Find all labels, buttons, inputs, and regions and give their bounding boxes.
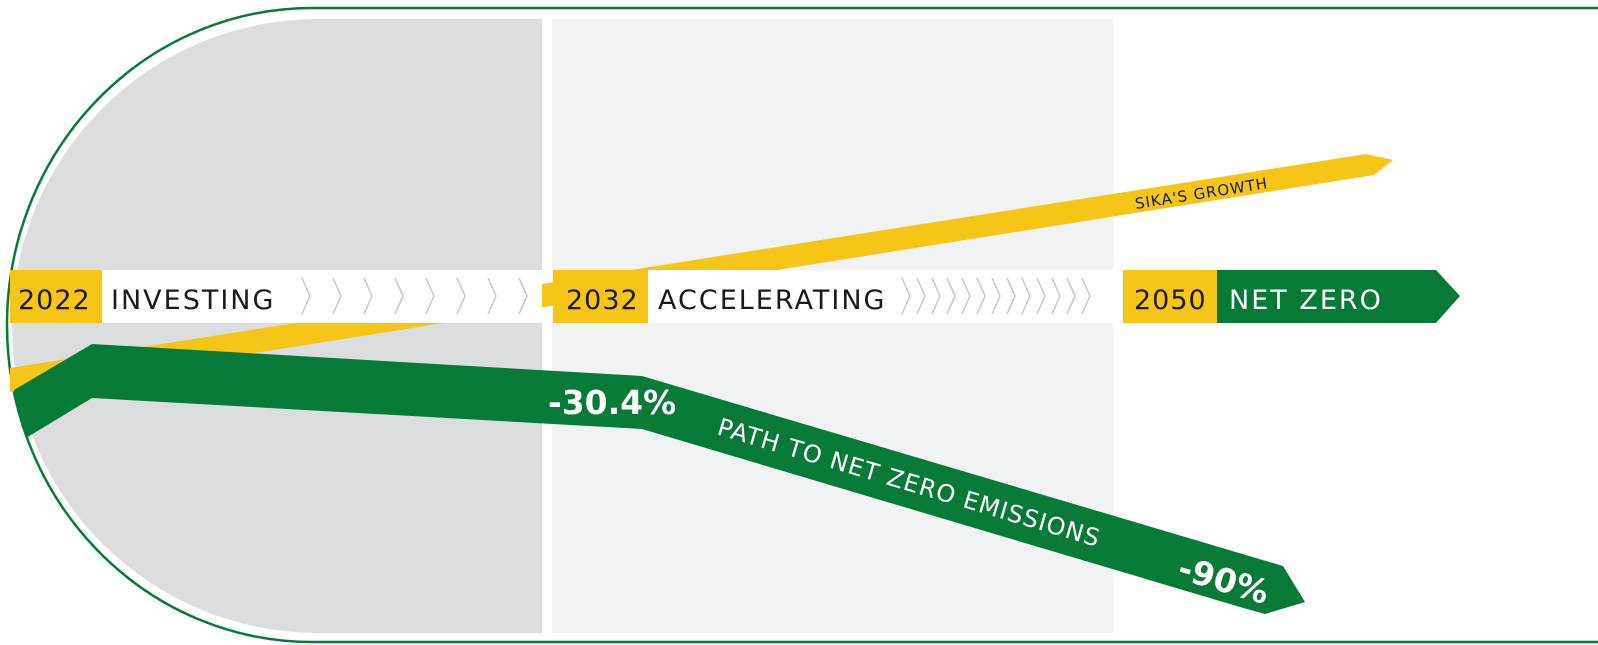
emissions-path-arrow [14,344,1305,614]
stage-year-2050: 2050 [1134,285,1207,316]
stage-label-accelerating: ACCELERATING [658,285,886,316]
stage-bar-investing: 2022 INVESTING [10,270,542,323]
stage-label-investing: INVESTING [111,285,275,316]
outer-outline [5,6,1598,644]
stage-year-2022: 2022 [18,285,91,316]
stage-label-net-zero: NET ZERO [1229,285,1383,316]
stage-bar-net-zero: 2050 NET ZERO [1123,270,1460,323]
stage-year-2032: 2032 [566,285,639,316]
stage-bar-accelerating: 2032 ACCELERATING [553,270,1113,323]
progress-chevrons-accelerating [901,277,1091,315]
progress-chevrons-investing [301,277,528,315]
milestone-2032-percentage: -30.4% [548,383,676,422]
